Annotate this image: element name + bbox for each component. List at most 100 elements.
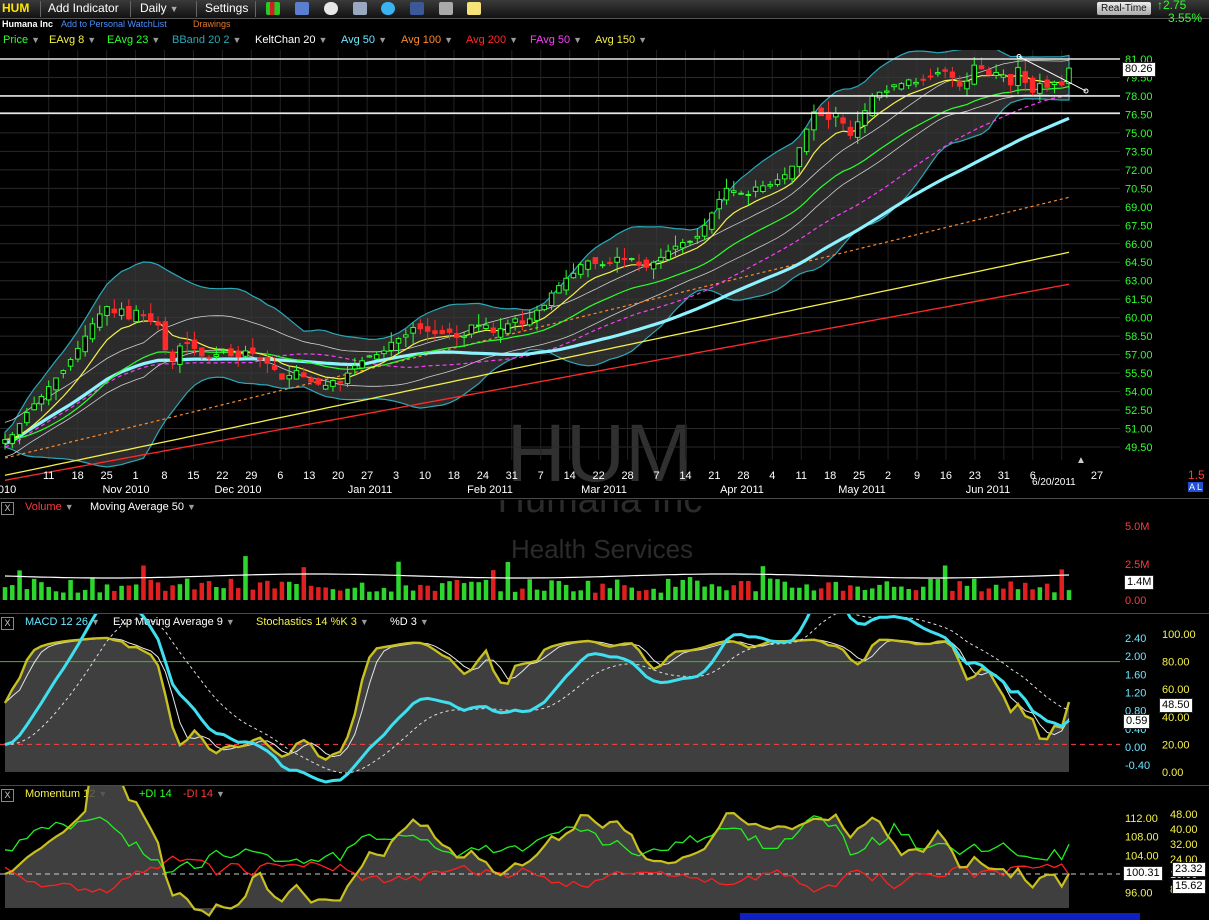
legend-eavg8[interactable]: EAvg 8 ▼ [49, 34, 97, 46]
ema-legend[interactable]: Exp Moving Average 9 ▼ [113, 616, 235, 628]
x-tick-label: 28 [621, 470, 633, 482]
panel-divider[interactable] [0, 785, 1209, 786]
x-tick-label: 1 [132, 470, 138, 482]
candle-body [898, 83, 905, 90]
volume-bar [461, 583, 467, 600]
volume-bar [126, 585, 132, 600]
trend-line-handle [1083, 88, 1089, 94]
candle-body [111, 308, 118, 314]
volume-bar [1015, 589, 1021, 600]
candle-body [803, 128, 810, 153]
candle-body [279, 373, 285, 380]
volume-bar [24, 589, 30, 600]
volume-ma-legend[interactable]: Moving Average 50 ▼ [90, 501, 196, 513]
legend-avg100[interactable]: Avg 100 ▼ [401, 34, 454, 46]
close-macd-icon[interactable]: X [1, 617, 14, 630]
panel-divider[interactable] [0, 613, 1209, 614]
volume-bar [775, 579, 780, 600]
y-tick-label: 75.00 [1125, 128, 1153, 140]
candle-body [468, 324, 475, 335]
x-tick-label: 13 [303, 470, 315, 482]
mdi-last-box: 15.62 [1172, 879, 1206, 894]
legend-bband[interactable]: BBand 20 2 ▼ [172, 34, 242, 46]
volume-bar [658, 592, 664, 600]
volume-bar [46, 586, 51, 600]
add-indicator-button[interactable]: Add Indicator [48, 1, 119, 15]
volume-bar [432, 590, 438, 600]
candle-body [1000, 74, 1007, 78]
candle-body [16, 423, 23, 436]
candle-body [490, 327, 497, 333]
volume-title[interactable]: Volume ▼ [25, 501, 74, 513]
legend-avg150[interactable]: Avg 150 ▼ [595, 34, 648, 46]
drawings-link[interactable]: Drawings [193, 19, 231, 29]
candle-body [1044, 79, 1050, 88]
x-tick-label: 27 [361, 470, 373, 482]
volume-bar [665, 578, 671, 600]
up-arrow-icon: ↑ [1157, 0, 1163, 12]
flag-letters[interactable]: A L [1188, 482, 1204, 492]
facebook-icon[interactable] [410, 2, 424, 15]
legend-favg50[interactable]: FAvg 50 ▼ [530, 34, 583, 46]
legend-price[interactable]: Price ▼ [3, 34, 40, 46]
x-tick-label: 8 [161, 470, 167, 482]
chart-type-icon[interactable] [266, 2, 280, 15]
legend-keltchan[interactable]: KeltChan 20 ▼ [255, 34, 328, 46]
x-tick-label: 16 [940, 470, 952, 482]
legend-avg200[interactable]: Avg 200 ▼ [466, 34, 519, 46]
volume-chart[interactable]: Humana Inc Health Services 5.0M 2.5M 0.00 [0, 500, 1209, 612]
legend-eavg23[interactable]: EAvg 23 ▼ [107, 34, 161, 46]
macd-chart[interactable]: 2.402.001.601.200.800.400.00-0.40100.008… [0, 614, 1209, 786]
close-momentum-icon[interactable]: X [1, 789, 14, 802]
candle-body [417, 323, 424, 330]
binoculars-icon[interactable] [439, 2, 453, 15]
volume-bar [184, 578, 190, 600]
realtime-button[interactable]: Real-Time [1097, 2, 1151, 15]
volume-bar [403, 585, 409, 600]
candle-body [854, 121, 861, 138]
candle-body [519, 320, 526, 325]
volume-bar [651, 588, 656, 600]
mdi-legend[interactable]: -DI 14 ▼ [183, 788, 225, 800]
chevron-down-icon: ▼ [169, 4, 179, 14]
stoch-legend[interactable]: Stochastics 14 %K 3 ▼ [256, 616, 369, 628]
symbol-field[interactable]: HUM [2, 1, 30, 15]
volume-bar [1030, 589, 1035, 600]
momentum-tick-label: 104.00 [1125, 850, 1159, 862]
panel-divider[interactable] [0, 498, 1209, 499]
watermark-name: Humana Inc [498, 500, 703, 521]
volume-bar [833, 581, 839, 600]
close-volume-icon[interactable]: X [1, 502, 14, 515]
macd-legend[interactable]: MACD 12 26 ▼ [25, 616, 100, 628]
candle-body [67, 359, 74, 367]
legend-avg50[interactable]: Avg 50 ▼ [341, 34, 387, 46]
period-select[interactable]: Daily ▼ [140, 1, 179, 15]
candle-body [140, 314, 147, 317]
y-tick-label: 61.50 [1125, 294, 1153, 306]
add-watchlist-link[interactable]: Add to Personal WatchList [61, 19, 167, 29]
volume-bar [308, 585, 314, 600]
volume-bar [155, 582, 161, 600]
volume-bar [578, 590, 583, 600]
x-tick-label: 10 [419, 470, 431, 482]
candle-body [534, 309, 540, 321]
x-tick-label: 27 [1091, 470, 1103, 482]
settings-button[interactable]: Settings [205, 1, 248, 15]
volume-bar [622, 585, 627, 600]
stoch-area [5, 637, 1069, 772]
y-tick-label: 52.50 [1125, 405, 1153, 417]
x-month-label: Mar 2011 [581, 484, 627, 496]
twitter-icon[interactable] [381, 2, 395, 15]
print-icon[interactable] [353, 2, 367, 15]
save-icon[interactable] [295, 2, 309, 15]
volume-bar [884, 581, 890, 600]
macd-signal-line [4, 614, 1070, 774]
stoch-d-legend[interactable]: %D 3 ▼ [390, 616, 429, 628]
price-chart[interactable]: HUM 49.50 51.00 52.50 54.00 55.50 57.00 58.50 6… [0, 50, 1209, 500]
alarm-clock-icon[interactable] [324, 2, 338, 15]
volume-bar [804, 584, 809, 600]
note-icon[interactable] [467, 2, 481, 15]
scroll-up-icon[interactable]: ▲ [1076, 455, 1086, 466]
momentum-chart[interactable]: 112.00108.00104.00100.0096.0048.0040.003… [0, 786, 1209, 920]
pdi-legend[interactable]: +DI 14 [139, 788, 172, 800]
